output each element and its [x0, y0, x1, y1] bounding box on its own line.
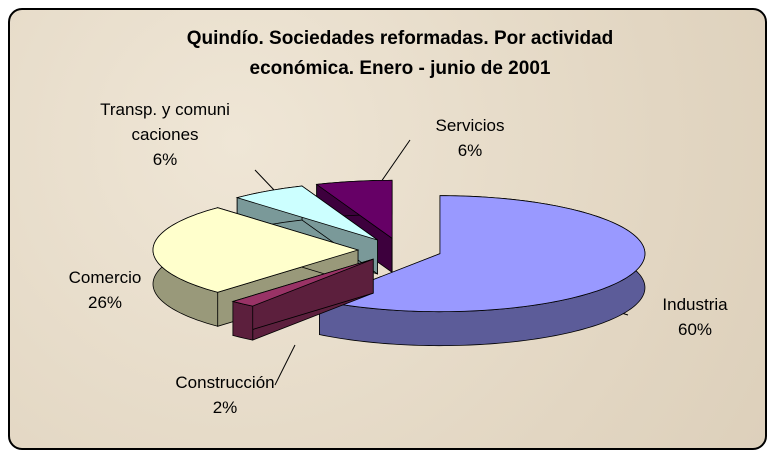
- pie-slice: [315, 179, 393, 240]
- slice-rim: [232, 300, 254, 341]
- value-label: 2%: [212, 398, 238, 417]
- pie-slice: [318, 195, 646, 313]
- category-label: Comercio: [68, 268, 142, 287]
- value-label: 26%: [87, 293, 123, 312]
- leader-line: [274, 344, 296, 386]
- category-label: Industria: [662, 295, 728, 314]
- pie-slice: [231, 258, 374, 307]
- slice: [318, 195, 646, 347]
- value-label: 6%: [457, 141, 483, 160]
- chart-title: Quindío. Sociedades reformadas. Por acti…: [186, 28, 614, 79]
- pie-slice: [152, 207, 360, 293]
- pie-slice: [235, 185, 378, 241]
- slice-label: Industria 60%: [640, 292, 750, 342]
- category-label: Construcción: [175, 373, 275, 392]
- value-label: 6%: [152, 150, 178, 169]
- slice-label: Comercio 26%: [55, 265, 155, 315]
- category-label: Servicios: [435, 116, 505, 135]
- slice-label: Servicios 6%: [405, 113, 535, 163]
- category-label: Transp. y comunicaciones: [100, 100, 230, 144]
- slice: [231, 258, 374, 341]
- slice-label: Transp. y comunicaciones 6%: [100, 97, 230, 172]
- value-label: 60%: [677, 320, 713, 339]
- slice-label: Construcción 2%: [160, 370, 290, 420]
